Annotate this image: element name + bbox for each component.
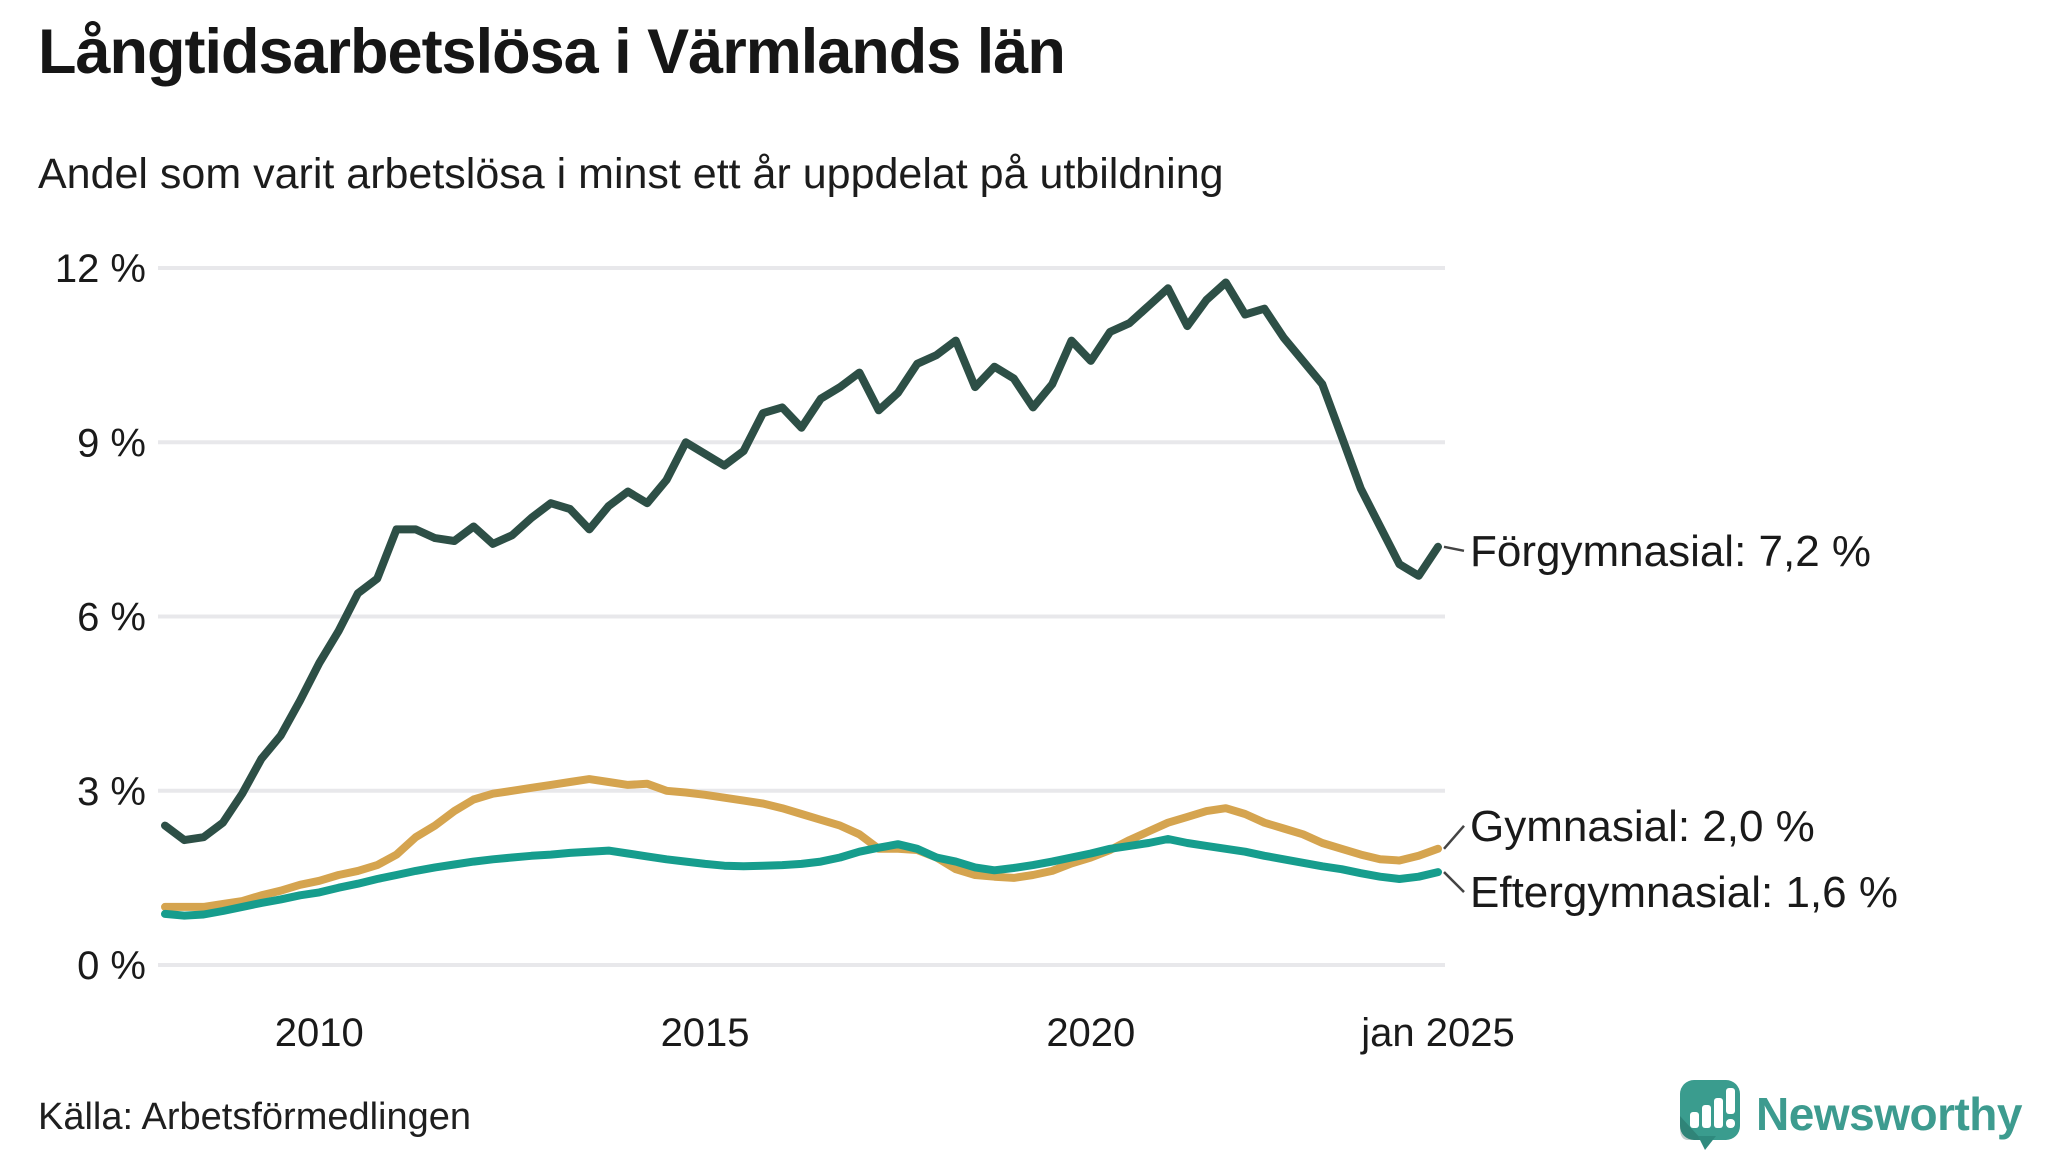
series-label-connector-forgymnasial [1443, 545, 1465, 553]
series-line-forgymnasial [161, 278, 1442, 845]
series-end-label-gymnasial: Gymnasial: 2,0 % [1470, 802, 1815, 851]
series-end-label-eftergymnasial: Eftergymnasial: 1,6 % [1470, 868, 1898, 917]
series-label-connector-gymnasial [1443, 825, 1465, 850]
y-tick-label-6: 6 % [77, 596, 146, 640]
x-tick-label-2020: 2020 [1046, 1011, 1135, 1055]
logo-bubble-shade [1680, 1116, 1703, 1140]
page-title: Långtidsarbetslösa i Värmlands län [38, 17, 1066, 87]
newsworthy-wordmark: Newsworthy [1756, 1088, 2022, 1140]
source-attribution: Källa: Arbetsförmedlingen [38, 1096, 472, 1138]
y-tick-label-0: 0 % [77, 944, 146, 988]
logo-bubble-tail [1698, 1136, 1717, 1150]
newsworthy-logo: Newsworthy [1678, 1078, 2022, 1150]
logo-bar-2 [1702, 1105, 1712, 1128]
page-subtitle: Andel som varit arbetslösa i minst ett å… [38, 150, 1224, 198]
logo-bar-1 [1690, 1112, 1700, 1128]
x-tick-label-2010: 2010 [275, 1011, 364, 1055]
x-tick-label-2015: 2015 [661, 1011, 750, 1055]
logo-exclamation-bar [1726, 1088, 1736, 1114]
series-end-label-forgymnasial: Förgymnasial: 7,2 % [1470, 527, 1871, 576]
newsworthy-logo-icon [1678, 1078, 1742, 1150]
series-line-eftergymnasial [161, 835, 1442, 920]
y-tick-label-3: 3 % [77, 770, 146, 814]
x-tick-label-jan-2025: jan 2025 [1360, 1011, 1514, 1055]
logo-bar-3 [1714, 1098, 1724, 1128]
logo-exclamation-dot [1726, 1119, 1736, 1128]
series-label-connector-eftergymnasial [1443, 871, 1465, 893]
y-tick-label-9: 9 % [77, 421, 146, 465]
series-line-gymnasial [161, 775, 1442, 911]
y-tick-label-12: 12 % [55, 247, 146, 291]
